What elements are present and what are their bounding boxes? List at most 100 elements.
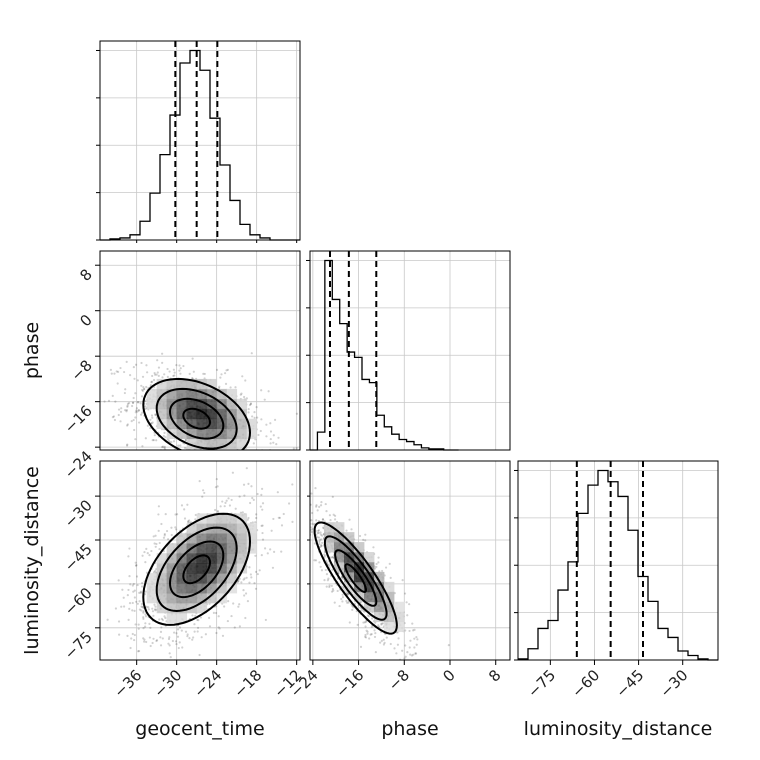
density-cell (344, 561, 355, 573)
density-cell (206, 428, 218, 440)
scatter-point (126, 423, 129, 426)
scatter-point (163, 447, 167, 450)
scatter-point (208, 458, 210, 460)
density-cell (186, 438, 198, 449)
contour-line (313, 521, 398, 635)
scatter-point (225, 499, 228, 502)
scatter-point (157, 513, 160, 516)
scatter-point (223, 505, 226, 508)
scatter-point (163, 445, 166, 448)
scatter-point (162, 536, 166, 539)
density-cell (186, 583, 198, 594)
density-cell (216, 563, 228, 574)
scatter-point (197, 619, 200, 622)
scatter-point (245, 467, 248, 470)
scatter-point (128, 602, 132, 605)
scatter-point (269, 437, 272, 441)
panel-geocent_time-hist (96, 40, 301, 241)
density-cell (216, 428, 228, 440)
scatter-point (365, 620, 368, 623)
scatter-point (137, 650, 140, 653)
scatter-point (347, 593, 350, 596)
density-cell (354, 581, 365, 593)
scatter-point (341, 593, 344, 596)
scatter-point (143, 388, 146, 391)
scatter-point (247, 408, 250, 411)
scatter-point (193, 630, 196, 633)
scatter-point (362, 621, 365, 624)
scatter-point (107, 399, 111, 402)
scatter-point (153, 434, 156, 437)
scatter-point (126, 405, 129, 408)
scatter-point (303, 551, 305, 553)
scatter-point (260, 389, 263, 392)
scatter-point (188, 637, 191, 640)
scatter-point (364, 625, 367, 628)
x-tick-label-geocent_time: −30 (150, 666, 185, 701)
scatter-point (265, 435, 268, 438)
scatter-point (132, 418, 135, 422)
scatter-point (117, 408, 121, 411)
scatter-point (333, 601, 336, 604)
scatter-point (111, 416, 114, 419)
density-cell (206, 388, 218, 400)
scatter-point (160, 617, 164, 620)
scatter-point (404, 629, 407, 632)
panel-border (517, 460, 719, 661)
scatter-point (414, 652, 418, 655)
scatter-point (154, 413, 157, 416)
hist-step-line (518, 469, 718, 661)
scatter-point (302, 500, 304, 502)
scatter-point (154, 545, 157, 548)
scatter-point (261, 538, 265, 541)
scatter-point (141, 554, 144, 557)
scatter-point (164, 616, 167, 620)
density-cell (364, 571, 375, 583)
scatter-point (147, 608, 150, 611)
scatter-point (131, 401, 135, 404)
scatter-point (140, 361, 143, 365)
scatter-point (215, 454, 217, 456)
scatter-point (154, 605, 157, 608)
scatter-point (126, 443, 129, 446)
scatter-point (261, 524, 264, 527)
scatter-point (168, 636, 171, 639)
density-cell (186, 388, 198, 400)
density-cell (206, 438, 218, 449)
scatter-point (136, 602, 139, 605)
scatter-point (302, 546, 304, 548)
scatter-point (364, 636, 368, 639)
scatter-point (125, 360, 128, 363)
scatter-point (381, 622, 385, 625)
scatter-point (131, 609, 134, 612)
scatter-point (114, 607, 118, 610)
density-cell (236, 553, 248, 564)
scatter-point (225, 369, 228, 372)
scatter-point (155, 373, 158, 376)
scatter-point (128, 607, 131, 610)
scatter-point (377, 556, 380, 559)
scatter-point (379, 641, 382, 644)
scatter-point (382, 643, 386, 646)
scatter-point (369, 633, 372, 636)
scatter-point (319, 565, 322, 568)
scatter-point (133, 638, 136, 642)
scatter-point (170, 526, 173, 529)
scatter-point (124, 388, 127, 391)
density-cell (354, 552, 365, 563)
density-cell (226, 513, 238, 524)
scatter-point (127, 555, 130, 558)
scatter-point (316, 536, 319, 539)
scatter-point (350, 528, 353, 531)
scatter-point (135, 563, 138, 567)
scatter-point (144, 625, 147, 628)
scatter-point (348, 518, 351, 521)
scatter-point (221, 500, 224, 503)
scatter-point (132, 590, 135, 593)
scatter-point (157, 529, 160, 532)
density-cell (156, 592, 168, 604)
scatter-point (224, 382, 228, 385)
scatter-point (207, 616, 211, 619)
scatter-point (142, 626, 145, 630)
scatter-point (151, 641, 154, 645)
